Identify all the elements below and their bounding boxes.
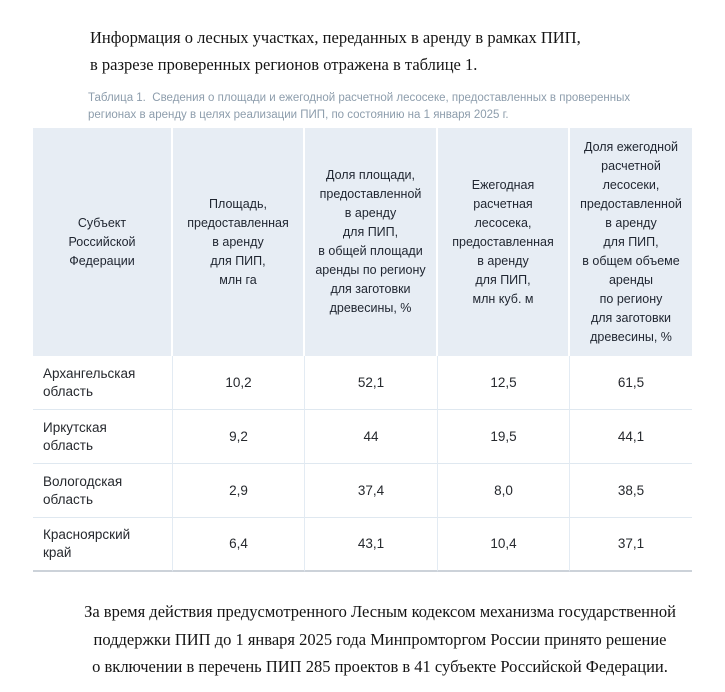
document-page: Информация о лесных участках, переданных… xyxy=(0,24,725,692)
value-cell: 19,5 xyxy=(438,410,570,464)
table-header-row: Субъект Российской Федерации Площадь, пр… xyxy=(33,128,692,356)
value-cell: 12,5 xyxy=(438,356,570,410)
table-caption: Таблица 1. Сведения о площади и ежегодно… xyxy=(88,92,631,121)
intro-paragraph: Информация о лесных участках, переданных… xyxy=(90,28,581,74)
header-cell-region: Субъект Российской Федерации xyxy=(33,128,173,356)
value-cell: 37,1 xyxy=(570,518,692,572)
value-cell: 10,4 xyxy=(438,518,570,572)
table-row: Вологодская область 2,9 37,4 8,0 38,5 xyxy=(33,464,692,518)
value-cell: 52,1 xyxy=(305,356,438,410)
header-cell-area-share: Доля площади, предоставленной в аренду д… xyxy=(305,128,438,356)
header-cell-area: Площадь, предоставленная в аренду для ПИ… xyxy=(173,128,305,356)
closing-paragraph: За время действия предусмотренного Лесны… xyxy=(84,602,676,676)
region-cell: Красноярский край xyxy=(33,518,173,572)
region-cell: Вологодская область xyxy=(33,464,173,518)
table-row: Архангельская область 10,2 52,1 12,5 61,… xyxy=(33,356,692,410)
table-header: Субъект Российской Федерации Площадь, пр… xyxy=(33,128,692,356)
value-cell: 2,9 xyxy=(173,464,305,518)
data-table: Субъект Российской Федерации Площадь, пр… xyxy=(33,128,692,572)
table-row: Иркутская область 9,2 44 19,5 44,1 xyxy=(33,410,692,464)
value-cell: 10,2 xyxy=(173,356,305,410)
table-row: Красноярский край 6,4 43,1 10,4 37,1 xyxy=(33,518,692,572)
value-cell: 6,4 xyxy=(173,518,305,572)
value-cell: 43,1 xyxy=(305,518,438,572)
value-cell: 37,4 xyxy=(305,464,438,518)
value-cell: 38,5 xyxy=(570,464,692,518)
value-cell: 61,5 xyxy=(570,356,692,410)
header-cell-cut-volume: Ежегодная расчетная лесосека, предоставл… xyxy=(438,128,570,356)
header-cell-volume-share: Доля ежегодной расчетной лесосеки, предо… xyxy=(570,128,692,356)
region-cell: Иркутская область xyxy=(33,410,173,464)
table-body: Архангельская область 10,2 52,1 12,5 61,… xyxy=(33,356,692,572)
value-cell: 9,2 xyxy=(173,410,305,464)
value-cell: 44 xyxy=(305,410,438,464)
region-cell: Архангельская область xyxy=(33,356,173,410)
value-cell: 44,1 xyxy=(570,410,692,464)
value-cell: 8,0 xyxy=(438,464,570,518)
